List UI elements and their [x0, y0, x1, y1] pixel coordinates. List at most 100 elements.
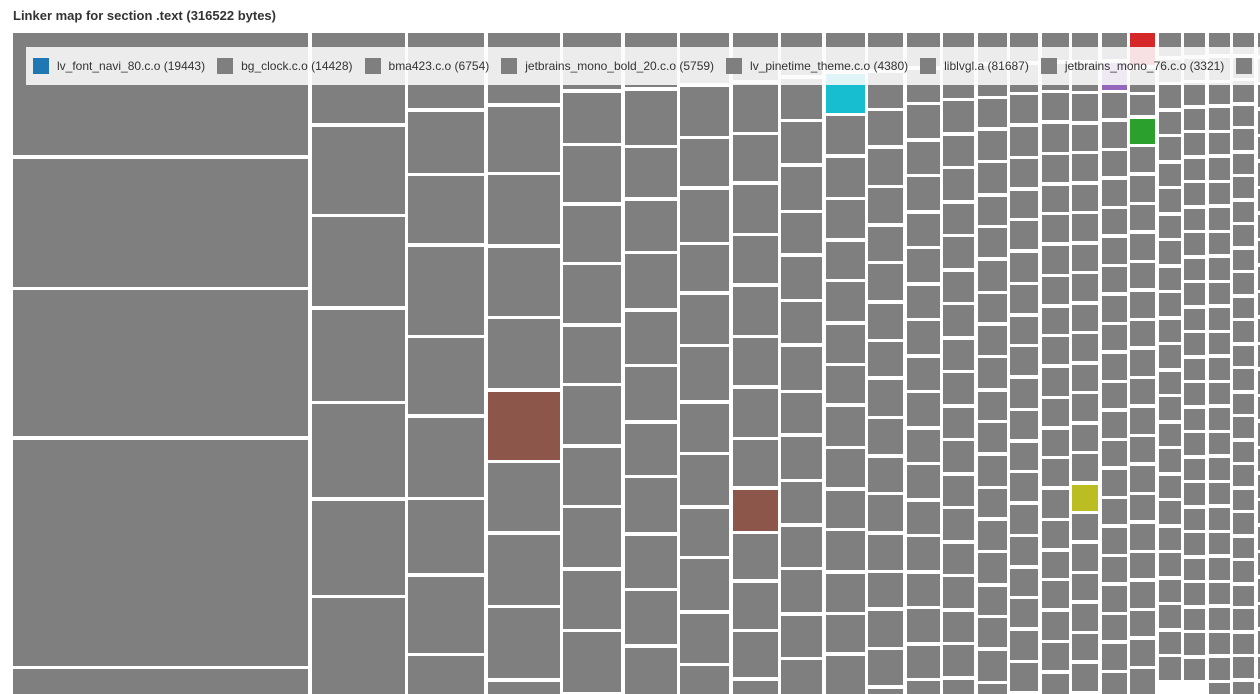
treemap-cell[interactable] [732, 534, 778, 579]
treemap-cell[interactable] [1041, 399, 1069, 426]
treemap-cell[interactable] [1233, 417, 1254, 438]
treemap-cell[interactable] [408, 176, 484, 243]
treemap-cell[interactable] [680, 189, 729, 242]
treemap-cell[interactable] [1130, 553, 1155, 578]
treemap-cell[interactable] [868, 610, 903, 647]
treemap-cell[interactable] [563, 205, 621, 262]
treemap-cell[interactable] [1208, 407, 1230, 430]
treemap-cell[interactable] [1208, 107, 1230, 130]
treemap-cell[interactable] [1257, 422, 1260, 446]
treemap-cell[interactable] [1041, 521, 1069, 548]
treemap-cell[interactable] [1010, 221, 1038, 249]
treemap-cell[interactable] [1233, 201, 1254, 222]
treemap-cell[interactable] [1208, 83, 1230, 104]
treemap-cell[interactable] [1041, 245, 1069, 274]
treemap-cell[interactable] [1208, 133, 1230, 154]
treemap-cell[interactable] [1130, 205, 1155, 230]
treemap-cell[interactable] [943, 577, 974, 608]
treemap-cell[interactable] [1130, 175, 1155, 202]
treemap-cell[interactable] [825, 157, 865, 197]
treemap-cell[interactable] [1158, 501, 1181, 524]
treemap-cell[interactable] [781, 256, 822, 299]
treemap-cell[interactable] [732, 135, 778, 181]
treemap-cell[interactable] [1158, 189, 1181, 212]
treemap-cell[interactable] [1158, 319, 1181, 342]
treemap-cell[interactable] [408, 500, 484, 573]
treemap-cell[interactable] [563, 447, 621, 505]
treemap-cell[interactable] [1041, 429, 1069, 456]
treemap-cell[interactable] [1130, 95, 1155, 115]
treemap-cell[interactable] [1208, 357, 1230, 380]
treemap-cell[interactable] [1257, 137, 1260, 159]
treemap-cell[interactable] [977, 586, 1007, 615]
treemap-cell[interactable] [1184, 458, 1205, 480]
treemap-cell[interactable] [781, 302, 822, 343]
treemap-cell[interactable] [680, 294, 729, 344]
treemap-cell[interactable] [1101, 643, 1127, 670]
treemap-cell[interactable] [1233, 633, 1254, 654]
treemap-cell[interactable] [1208, 657, 1230, 680]
treemap-cell[interactable] [624, 90, 677, 145]
treemap-cell[interactable] [563, 508, 621, 567]
treemap-cell[interactable] [1158, 163, 1181, 186]
treemap-cell[interactable] [1072, 304, 1098, 331]
treemap-cell[interactable] [1041, 367, 1069, 396]
treemap-cell[interactable] [943, 509, 974, 540]
treemap-cell[interactable] [977, 618, 1007, 647]
treemap-cell[interactable] [624, 478, 677, 532]
treemap-cell[interactable] [977, 130, 1007, 160]
treemap-cell[interactable] [408, 111, 484, 173]
treemap-cell[interactable] [781, 526, 822, 567]
treemap-cell[interactable] [1101, 151, 1127, 176]
treemap-cell[interactable] [1101, 557, 1127, 582]
treemap-cell[interactable] [1184, 633, 1205, 655]
treemap-cell[interactable] [1158, 631, 1181, 654]
treemap-cell[interactable] [1233, 105, 1254, 126]
treemap-cell[interactable] [1257, 266, 1260, 290]
treemap-cell[interactable] [825, 615, 865, 652]
treemap-cell[interactable] [943, 373, 974, 404]
treemap-cell[interactable] [977, 391, 1007, 420]
treemap-cell[interactable] [1208, 633, 1230, 654]
treemap-cell[interactable] [943, 407, 974, 438]
treemap-cell[interactable] [1158, 397, 1181, 420]
treemap-cell[interactable] [1257, 397, 1260, 419]
treemap-cell[interactable] [1072, 274, 1098, 301]
treemap-cell[interactable] [868, 534, 903, 570]
treemap-cell[interactable] [1041, 581, 1069, 608]
treemap-cell[interactable] [1130, 263, 1155, 288]
treemap-cell[interactable] [1010, 504, 1038, 534]
treemap-cell[interactable] [311, 500, 405, 595]
treemap-cell[interactable] [1208, 607, 1230, 630]
treemap-cell[interactable] [1010, 442, 1038, 470]
treemap-cell[interactable] [781, 166, 822, 210]
treemap-cell[interactable] [906, 681, 940, 694]
treemap-cell[interactable] [1184, 358, 1205, 380]
treemap-cell[interactable] [563, 570, 621, 629]
treemap-cell[interactable] [781, 570, 822, 612]
treemap-cell[interactable] [1257, 630, 1260, 654]
treemap-cell[interactable] [1233, 681, 1254, 694]
treemap-cell[interactable] [1208, 533, 1230, 554]
treemap-cell[interactable] [624, 591, 677, 644]
treemap-cell[interactable] [1101, 383, 1127, 408]
treemap-cell[interactable] [1208, 207, 1230, 230]
treemap-cell[interactable] [1101, 499, 1127, 524]
treemap-cell[interactable] [680, 86, 729, 136]
treemap-cell[interactable] [943, 237, 974, 268]
treemap-cell[interactable] [868, 303, 903, 339]
treemap-cell[interactable] [977, 260, 1007, 291]
treemap-cell[interactable] [1010, 347, 1038, 375]
treemap-cell[interactable] [1130, 291, 1155, 318]
treemap-cell[interactable] [1257, 526, 1260, 550]
treemap-cell[interactable] [1257, 162, 1260, 186]
treemap-cell[interactable] [825, 116, 865, 154]
treemap-cell[interactable] [1158, 449, 1181, 472]
treemap-cell[interactable] [1041, 277, 1069, 304]
treemap-cell[interactable] [1208, 157, 1230, 180]
treemap-cell[interactable] [1257, 449, 1260, 471]
treemap-cell[interactable] [1041, 93, 1069, 120]
treemap-cell[interactable] [732, 680, 778, 694]
treemap-cell[interactable] [781, 436, 822, 479]
treemap-cell[interactable] [1257, 110, 1260, 134]
